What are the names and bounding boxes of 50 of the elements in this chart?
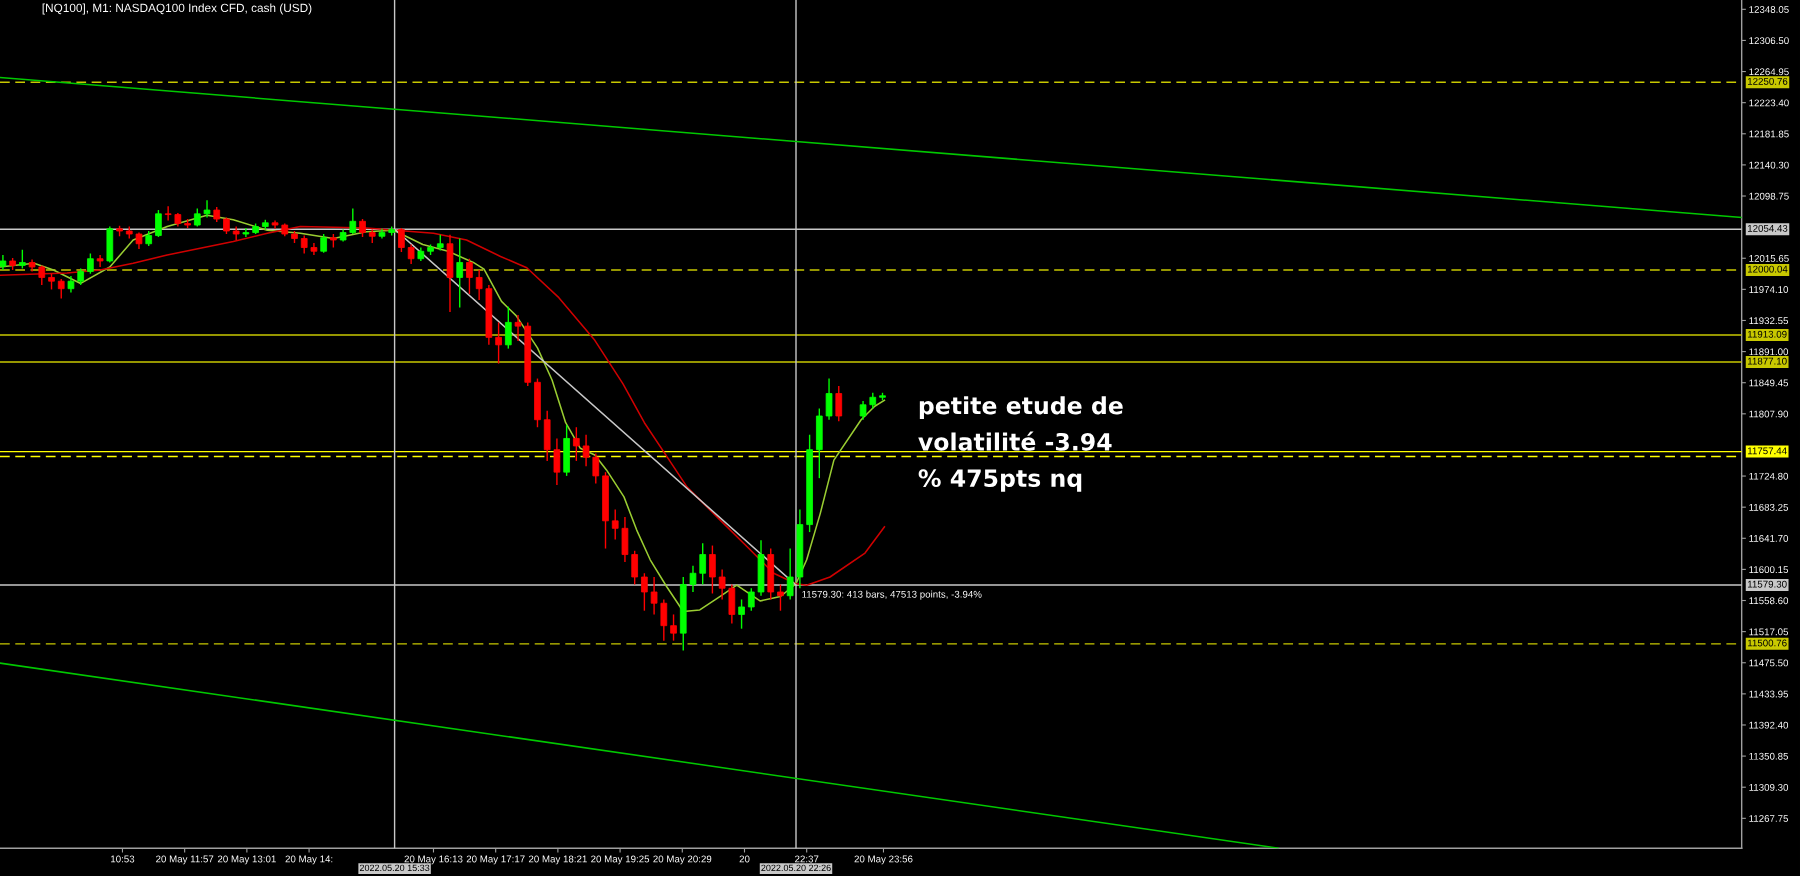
ref-line-label: 11757.44 [1747,447,1787,455]
x-tick-label: 20 May 16:13 [404,855,463,865]
y-tick-label: 12264.95 [1749,68,1789,76]
y-tick-label: 11267.75 [1749,815,1789,822]
y-tick-label: 11517.05 [1749,628,1789,636]
y-tick-label: 12306.50 [1749,37,1789,45]
x-tick-label: 20 May 13:01 [217,855,276,865]
y-tick-label: 12348.05 [1749,6,1789,13]
ref-line-label: 11877.10 [1747,357,1787,365]
y-tick-label: 11932.55 [1749,317,1789,325]
y-tick-label: 12181.85 [1749,130,1789,138]
x-tick-label: 20 May 11:57 [156,855,214,865]
y-tick-label: 12223.40 [1749,99,1789,107]
ref-line-label: 2022.05.20 15:33 [359,864,430,872]
annotation: 11579.30: 413 bars, 47513 points, -3.94% [802,590,982,600]
x-tick-label: 20 May 18:21 [528,855,587,865]
ref-line-label: 12054.43 [1747,224,1788,232]
y-tick-label: 11392.40 [1749,721,1789,729]
y-tick-label: 11600.15 [1749,566,1789,574]
x-tick-label: 10:53 [111,855,135,863]
y-tick-label: 11974.10 [1749,286,1789,293]
y-tick-label: 11309.30 [1749,783,1789,791]
x-tick-label: 20 May 17:17 [466,855,525,865]
annotation: petite etude de volatilité -3.94 % 475pts nq [918,396,1123,492]
ref-line-label: 11500.76 [1747,639,1787,647]
y-tick-label: 11475.50 [1749,659,1789,667]
y-tick-label: 11641.70 [1749,535,1789,542]
x-tick-label: 22:37 [795,855,819,863]
x-tick-label: 20 May 14: [285,855,333,865]
ref-line-label: 11913.09 [1747,330,1787,338]
y-tick-label: 11849.45 [1749,379,1789,387]
y-tick-label: 12098.75 [1749,192,1789,200]
y-tick-label: 11807.90 [1749,410,1789,418]
chart-title: [NQ100], M1: NASDAQ100 Index CFD, cash (USD) [42,3,312,15]
y-tick-label: 12140.30 [1749,161,1789,169]
x-tick-label: 20 May 20:29 [653,855,712,865]
ref-line-label: 11579.30 [1747,580,1787,588]
ref-line-label: 2022.05.20 22:26 [761,864,831,872]
y-tick-label: 11891.00 [1749,348,1789,356]
ref-line-label: 12250.76 [1747,77,1788,85]
x-tick-label: 20 May 23:56 [854,855,913,865]
y-tick-label: 11350.85 [1749,752,1789,760]
x-tick-label: 20 May 19:25 [591,855,650,865]
y-tick-label: 11724.80 [1749,472,1789,480]
y-tick-label: 12015.65 [1749,254,1789,262]
y-tick-label: 11433.95 [1749,690,1789,698]
y-tick-label: 11558.60 [1749,597,1789,605]
y-tick-label: 11683.25 [1749,503,1789,511]
ref-line-label: 12000.04 [1747,265,1788,273]
x-tick-label: 20 [739,855,750,863]
